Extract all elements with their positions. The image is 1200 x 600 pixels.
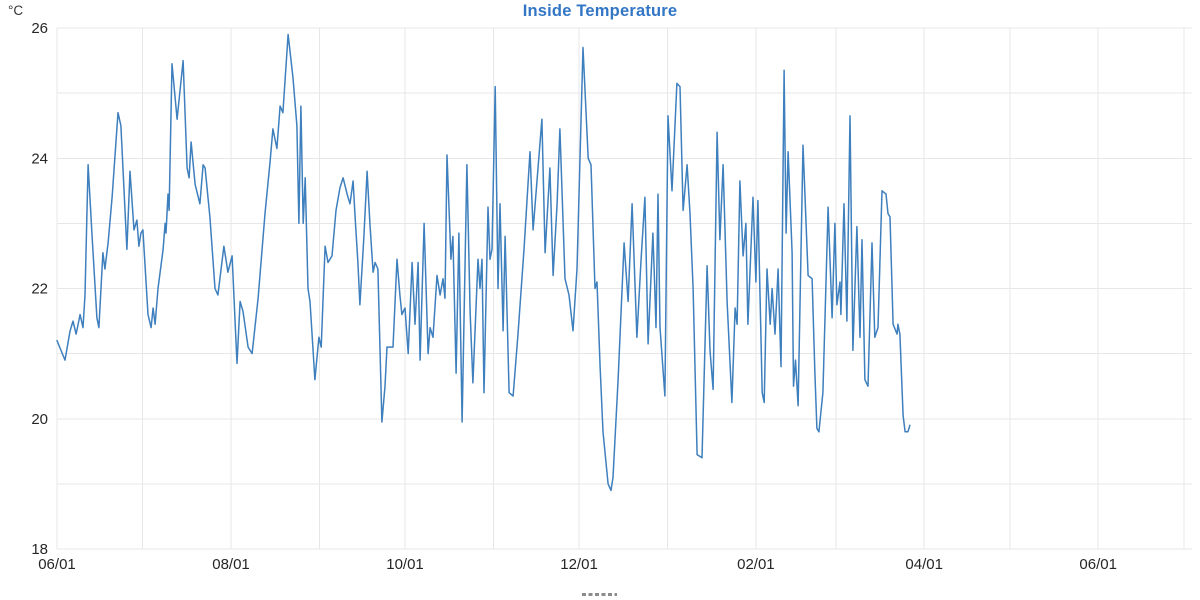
x-tick-label: 10/01 (386, 556, 424, 573)
x-tick-label: 12/01 (560, 556, 598, 573)
chart-title: Inside Temperature (522, 2, 678, 20)
x-tick-label: 04/01 (905, 556, 943, 573)
y-tick-label: 24 (31, 150, 48, 167)
x-tick-label: 06/01 (1079, 556, 1117, 573)
y-tick-label: 22 (31, 281, 48, 298)
y-tick-label: 18 (31, 541, 48, 558)
x-tick-label: 08/01 (212, 556, 250, 573)
temperature-line-series (56, 33, 911, 492)
y-tick-label: 26 (31, 20, 48, 37)
legend-dash-marker-clipped (582, 593, 617, 596)
y-axis-unit-label: °C (8, 3, 24, 18)
y-tick-label: 20 (31, 411, 48, 428)
x-tick-label: 06/01 (38, 556, 76, 573)
x-tick-label: 02/01 (737, 556, 775, 573)
